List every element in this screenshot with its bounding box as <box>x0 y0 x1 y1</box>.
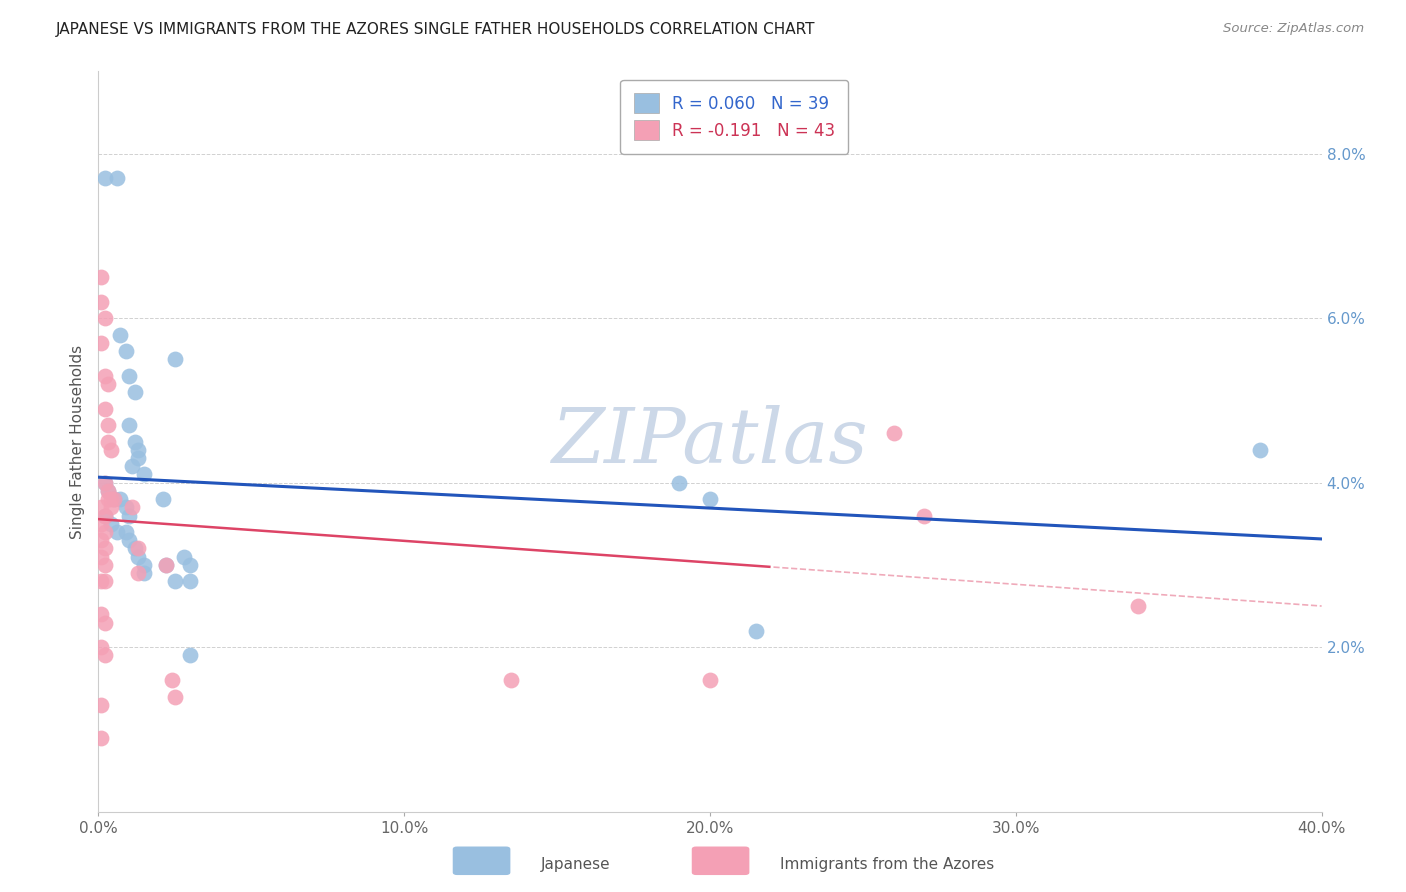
Point <box>134 467 156 482</box>
Point <box>100 442 122 457</box>
Point <box>121 459 143 474</box>
Point <box>155 558 177 572</box>
Point <box>90 731 112 745</box>
Point <box>105 524 128 539</box>
Point <box>90 698 112 712</box>
Point <box>127 549 149 564</box>
Point <box>97 492 120 507</box>
Point <box>745 624 768 638</box>
Point <box>100 500 122 515</box>
Point <box>90 335 112 350</box>
Point <box>93 574 115 589</box>
Point <box>90 549 112 564</box>
Point <box>155 558 177 572</box>
Point <box>93 558 115 572</box>
Point <box>93 475 115 490</box>
Point <box>93 541 115 556</box>
Point <box>115 500 138 515</box>
Point <box>124 385 146 400</box>
Point <box>163 690 186 704</box>
Point <box>90 574 112 589</box>
Point <box>160 673 183 687</box>
Point <box>90 607 112 622</box>
Text: Immigrants from the Azores: Immigrants from the Azores <box>780 857 994 872</box>
Point <box>152 492 174 507</box>
Point <box>118 508 141 523</box>
Point <box>501 673 523 687</box>
Point <box>127 566 149 581</box>
Point <box>1249 442 1271 457</box>
Point <box>97 376 120 391</box>
Point <box>93 508 115 523</box>
Point <box>699 492 721 507</box>
Point <box>93 171 115 186</box>
Point <box>173 549 195 564</box>
Point <box>163 574 186 589</box>
Point <box>699 673 721 687</box>
Text: Japanese: Japanese <box>541 857 612 872</box>
Point <box>90 270 112 285</box>
Point <box>93 524 115 539</box>
Point <box>103 492 125 507</box>
Point <box>121 500 143 515</box>
Point <box>93 648 115 663</box>
Point <box>103 492 125 507</box>
Point <box>127 541 149 556</box>
Point <box>90 533 112 548</box>
Point <box>668 475 690 490</box>
Point <box>179 648 201 663</box>
Point <box>179 558 201 572</box>
Legend: R = 0.060   N = 39, R = -0.191   N = 43: R = 0.060 N = 39, R = -0.191 N = 43 <box>620 79 848 153</box>
Point <box>90 516 112 531</box>
Point <box>127 442 149 457</box>
Point <box>93 508 115 523</box>
Point <box>90 500 112 515</box>
Point <box>163 352 186 367</box>
Point <box>912 508 935 523</box>
Point <box>883 426 905 441</box>
Point <box>108 327 131 342</box>
Point <box>93 368 115 383</box>
Point <box>105 171 128 186</box>
Point <box>124 541 146 556</box>
Text: JAPANESE VS IMMIGRANTS FROM THE AZORES SINGLE FATHER HOUSEHOLDS CORRELATION CHAR: JAPANESE VS IMMIGRANTS FROM THE AZORES S… <box>56 22 815 37</box>
Point <box>90 294 112 309</box>
Point <box>134 566 156 581</box>
Point <box>1128 599 1150 613</box>
Point <box>93 401 115 416</box>
Point <box>118 368 141 383</box>
Point <box>97 483 120 498</box>
Point <box>93 475 115 490</box>
Point <box>179 574 201 589</box>
Point <box>115 524 138 539</box>
Text: Source: ZipAtlas.com: Source: ZipAtlas.com <box>1223 22 1364 36</box>
Point <box>97 434 120 449</box>
Text: ZIPatlas: ZIPatlas <box>551 405 869 478</box>
Point <box>124 434 146 449</box>
Y-axis label: Single Father Households: Single Father Households <box>70 344 86 539</box>
Point <box>115 344 138 359</box>
Point <box>118 533 141 548</box>
Point <box>97 418 120 433</box>
Point <box>97 483 120 498</box>
Point <box>127 450 149 465</box>
Point <box>118 418 141 433</box>
Point <box>93 615 115 630</box>
Point <box>100 516 122 531</box>
Point <box>100 492 122 507</box>
Point <box>108 492 131 507</box>
Point <box>93 311 115 326</box>
Point <box>90 640 112 655</box>
Point <box>134 558 156 572</box>
